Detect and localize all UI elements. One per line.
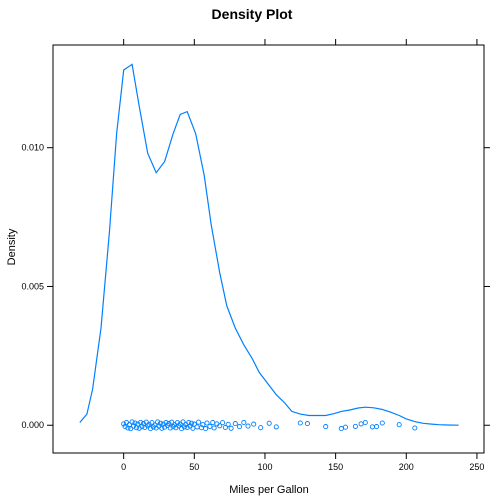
rug-point — [157, 420, 163, 426]
rug-point — [217, 423, 223, 429]
x-tick-label: 200 — [399, 462, 414, 472]
rug-point — [139, 423, 145, 429]
rug-point — [204, 420, 210, 426]
plot-frame — [52, 44, 485, 454]
rug-point — [266, 420, 272, 426]
y-tick-label: 0.010 — [21, 143, 44, 153]
rug-point — [181, 424, 187, 430]
rug-point — [132, 420, 138, 426]
x-tick-label: 250 — [469, 462, 484, 472]
rug-point — [338, 426, 344, 432]
rug-point — [304, 421, 310, 427]
rug-point — [169, 419, 175, 425]
rug-point — [222, 424, 228, 431]
rug-point — [228, 425, 234, 431]
rug-point — [167, 425, 173, 431]
rug-point — [184, 424, 190, 431]
rug-point — [128, 426, 134, 432]
rug-point — [174, 420, 180, 426]
rug-point — [180, 419, 186, 425]
rug-point — [225, 421, 231, 427]
rug-point — [188, 420, 195, 426]
x-tick-label: 0 — [121, 462, 126, 472]
rug-point — [166, 421, 172, 427]
rug-point — [190, 425, 196, 431]
rug-point — [297, 420, 303, 426]
x-tick-label: 50 — [189, 462, 199, 472]
rug-point — [191, 421, 197, 427]
y-axis-label: Density — [6, 228, 18, 265]
rug-point — [379, 420, 385, 426]
rug-point — [374, 424, 380, 430]
y-tick-label: 0.005 — [21, 281, 44, 291]
rug-points — [121, 419, 418, 432]
rug-point — [241, 419, 247, 426]
rug-point — [211, 425, 217, 431]
rug-point — [194, 424, 200, 430]
x-tick-label: 150 — [328, 462, 343, 472]
rug-point — [232, 421, 238, 427]
rug-point — [145, 423, 151, 429]
rug-point — [245, 423, 251, 429]
rug-point — [200, 422, 206, 428]
x-tick-label: 100 — [257, 462, 272, 472]
rug-point — [412, 425, 418, 431]
y-tick-label: 0.000 — [21, 420, 44, 430]
rug-point — [210, 419, 216, 426]
rug-point — [362, 419, 368, 426]
rug-point — [121, 421, 127, 427]
rug-point — [323, 424, 329, 430]
rug-point — [203, 426, 209, 432]
rug-point — [207, 423, 213, 429]
x-axis-ticks: 0 50 100 150 200 250 — [121, 39, 484, 472]
x-axis-label: Miles per Gallon — [229, 484, 308, 496]
y-axis-ticks: 0.000 0.005 0.010 — [21, 143, 490, 430]
density-curve — [79, 63, 459, 426]
rug-point — [396, 422, 402, 428]
rug-point — [251, 421, 257, 427]
rug-point — [196, 419, 202, 425]
rug-point — [358, 421, 364, 427]
rug-point — [220, 420, 226, 426]
rug-point — [369, 424, 375, 430]
rug-point — [236, 424, 243, 430]
rug-point — [258, 425, 264, 431]
rug-point — [352, 423, 358, 429]
rug-point — [273, 424, 279, 430]
rug-point — [342, 424, 349, 430]
chart-title: Density Plot — [212, 6, 293, 22]
